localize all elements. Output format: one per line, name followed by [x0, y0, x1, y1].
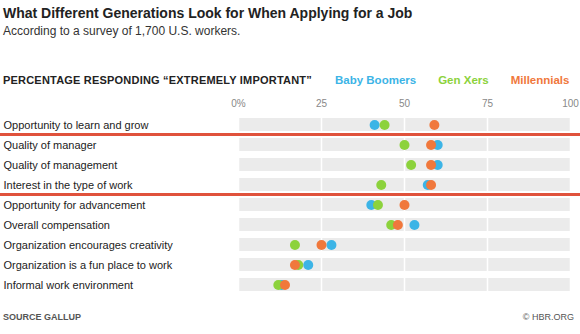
html-text:Millennials: Millennials	[510, 74, 570, 86]
html-text:Gen Xers: Gen Xers	[438, 74, 489, 86]
html-text:SOURCE GALLUP: SOURCE GALLUP	[3, 312, 81, 322]
svg-text:Organization is a fun place to: Organization is a fun place to work	[4, 259, 173, 271]
svg-text:Overall compensation: Overall compensation	[4, 219, 110, 231]
html-text:According to a survey of 1,700: According to a survey of 1,700 U.S. work…	[3, 24, 241, 38]
svg-text:25: 25	[316, 98, 328, 109]
svg-text:0%: 0%	[231, 98, 246, 109]
html-text:Baby Boomers: Baby Boomers	[335, 74, 417, 86]
html-text:© HBR.ORG: © HBR.ORG	[522, 312, 574, 322]
html-text:What Different Generations Loo: What Different Generations Look for When…	[3, 5, 413, 21]
svg-text:Interest in the type of work: Interest in the type of work	[4, 179, 134, 191]
svg-text:Opportunity for advancement: Opportunity for advancement	[4, 199, 146, 211]
svg-text:Informal work environment: Informal work environment	[4, 279, 134, 291]
html-text:PERCENTAGE RESPONDING “EXTREME: PERCENTAGE RESPONDING “EXTREMELY IMPORTA…	[3, 74, 312, 86]
svg-text:Organization encourages creati: Organization encourages creativity	[4, 239, 174, 251]
svg-text:Quality of management: Quality of management	[4, 159, 118, 171]
svg-text:50: 50	[399, 98, 411, 109]
svg-text:75: 75	[482, 98, 494, 109]
svg-text:Quality of manager: Quality of manager	[4, 139, 97, 151]
svg-text:100: 100	[562, 98, 579, 109]
svg-text:Opportunity to learn and grow: Opportunity to learn and grow	[4, 119, 149, 131]
